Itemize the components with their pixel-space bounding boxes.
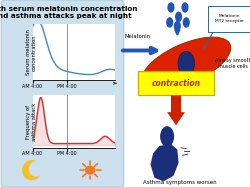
Text: Asthma symptoms worsen: Asthma symptoms worsen [143,180,217,185]
Circle shape [182,2,188,13]
FancyBboxPatch shape [1,0,124,187]
Y-axis label: Frequency of
asthma attack: Frequency of asthma attack [26,102,36,141]
Circle shape [29,161,44,177]
Circle shape [178,51,194,76]
FancyBboxPatch shape [208,6,250,32]
Text: Both serum melatonin concentration
and asthma attacks peak at night: Both serum melatonin concentration and a… [0,6,138,19]
Text: contraction: contraction [152,79,200,88]
Y-axis label: Serum melatonin
concentration: Serum melatonin concentration [26,29,36,75]
Circle shape [174,21,181,31]
Circle shape [85,166,95,175]
Circle shape [168,2,174,13]
Circle shape [166,17,173,28]
FancyBboxPatch shape [138,71,214,95]
Circle shape [175,12,182,22]
Circle shape [160,126,174,147]
Text: Melatonin: Melatonin [125,34,151,39]
Circle shape [183,17,190,28]
Text: Airway smooth
muscle cells: Airway smooth muscle cells [215,58,250,69]
Polygon shape [150,144,178,181]
Ellipse shape [142,37,231,90]
FancyArrow shape [167,95,185,125]
Text: Melatonin
MT2 receptor: Melatonin MT2 receptor [214,14,244,23]
Circle shape [22,160,42,180]
